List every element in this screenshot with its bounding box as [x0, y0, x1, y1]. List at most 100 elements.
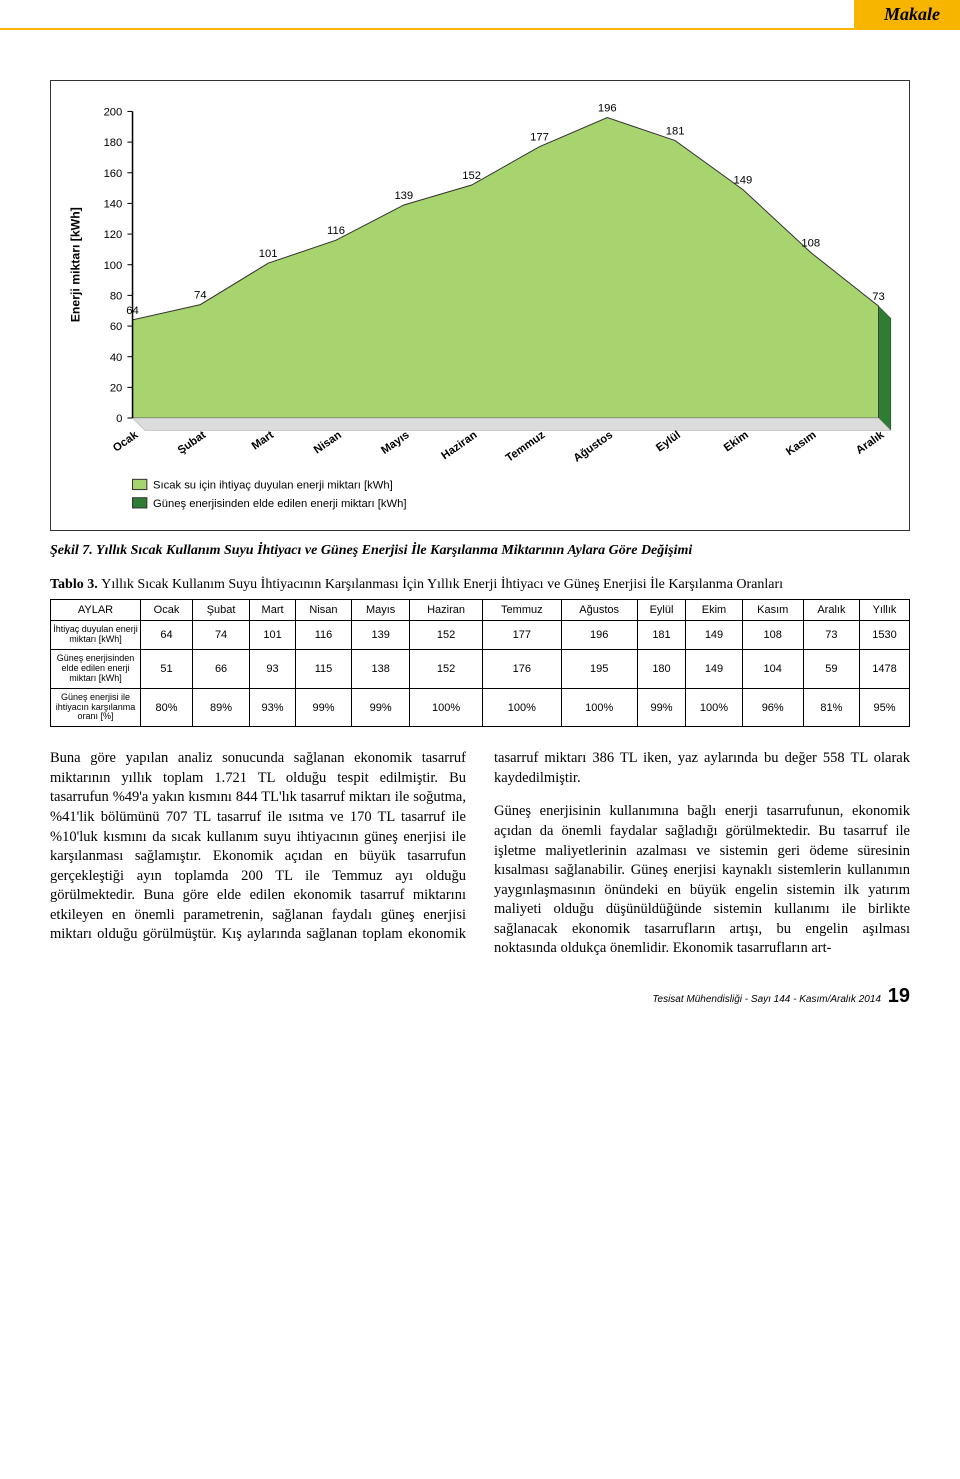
- cell: 116: [295, 621, 351, 650]
- page-number: 19: [888, 985, 910, 1007]
- cell: 100%: [410, 688, 483, 727]
- svg-text:Mayıs: Mayıs: [379, 429, 411, 457]
- svg-text:Sıcak su için ihtiyaç duyulan: Sıcak su için ihtiyaç duyulan enerji mik…: [153, 480, 393, 492]
- table-row: Güneş enerjisinden elde edilen enerji mi…: [51, 650, 910, 689]
- svg-text:100: 100: [104, 260, 123, 272]
- svg-text:80: 80: [110, 290, 123, 302]
- header-rule: [0, 28, 960, 30]
- svg-text:74: 74: [194, 289, 207, 301]
- svg-text:Güneş enerjisinden elde edilen: Güneş enerjisinden elde edilen enerji mi…: [153, 498, 407, 510]
- cell: 180: [637, 650, 686, 689]
- cell: 93: [250, 650, 296, 689]
- svg-text:149: 149: [734, 174, 753, 186]
- svg-text:200: 200: [104, 107, 123, 119]
- cell: 176: [482, 650, 561, 689]
- svg-text:73: 73: [872, 291, 885, 303]
- svg-text:139: 139: [394, 190, 413, 202]
- cell: 93%: [250, 688, 296, 727]
- cell: 152: [410, 650, 483, 689]
- cell: 74: [192, 621, 249, 650]
- svg-text:Temmuz: Temmuz: [504, 429, 548, 465]
- cell: 101: [250, 621, 296, 650]
- cell: 100%: [561, 688, 637, 727]
- cell: 59: [803, 650, 859, 689]
- svg-text:116: 116: [327, 225, 345, 237]
- col-month: Ocak: [141, 600, 193, 621]
- chart-frame: 0 20 40 60 80 100 120 140 160 180 200 64 74 101 116 139…: [50, 80, 910, 531]
- svg-text:196: 196: [598, 102, 617, 114]
- cell: 149: [686, 650, 742, 689]
- cell: 104: [742, 650, 803, 689]
- svg-text:Kasım: Kasım: [784, 429, 819, 458]
- svg-text:181: 181: [666, 125, 685, 137]
- table-title-text: Yıllık Sıcak Kullanım Suyu İhtiyacının K…: [101, 577, 783, 592]
- cell: 177: [482, 621, 561, 650]
- cell: 181: [637, 621, 686, 650]
- cell: 96%: [742, 688, 803, 727]
- col-month: Mart: [250, 600, 296, 621]
- svg-text:Ekim: Ekim: [722, 429, 751, 454]
- figure-caption: Şekil 7. Yıllık Sıcak Kullanım Suyu İhti…: [50, 543, 910, 559]
- cell: 149: [686, 621, 742, 650]
- cell: 152: [410, 621, 483, 650]
- cell: 100%: [686, 688, 742, 727]
- svg-text:Ağustos: Ağustos: [571, 429, 615, 465]
- data-table: AYLAROcakŞubatMartNisanMayısHaziranTemmu…: [50, 599, 910, 727]
- svg-text:Mart: Mart: [250, 429, 277, 453]
- col-month: Eylül: [637, 600, 686, 621]
- svg-text:140: 140: [104, 199, 123, 211]
- table-title-prefix: Tablo 3.: [50, 577, 98, 592]
- row-header: İhtiyaç duyulan enerji miktarı [kWh]: [51, 621, 141, 650]
- header-tab: Makale: [854, 0, 960, 29]
- col-month: Kasım: [742, 600, 803, 621]
- col-month: Ekim: [686, 600, 742, 621]
- cell: 1530: [859, 621, 909, 650]
- cell: 64: [141, 621, 193, 650]
- table-title: Tablo 3. Yıllık Sıcak Kullanım Suyu İhti…: [50, 577, 910, 593]
- cell: 89%: [192, 688, 249, 727]
- cell: 99%: [295, 688, 351, 727]
- svg-text:20: 20: [110, 382, 123, 394]
- paragraph: Güneş enerjisinin kullanımına bağlı ener…: [494, 802, 910, 959]
- cell: 66: [192, 650, 249, 689]
- svg-text:120: 120: [104, 229, 123, 241]
- svg-text:0: 0: [116, 413, 122, 425]
- cell: 100%: [482, 688, 561, 727]
- cell: 81%: [803, 688, 859, 727]
- svg-text:60: 60: [110, 321, 123, 333]
- cell: 99%: [637, 688, 686, 727]
- table-row: İhtiyaç duyulan enerji miktarı [kWh]6474…: [51, 621, 910, 650]
- row-header: Güneş enerjisinden elde edilen enerji mi…: [51, 650, 141, 689]
- cell: 51: [141, 650, 193, 689]
- svg-text:64: 64: [126, 305, 139, 317]
- page-footer: Tesisat Mühendisliği - Sayı 144 - Kasım/…: [50, 985, 910, 1008]
- svg-text:101: 101: [259, 248, 278, 260]
- col-month: Yıllık: [859, 600, 909, 621]
- cell: 138: [352, 650, 410, 689]
- svg-text:Ocak: Ocak: [111, 429, 141, 455]
- cell: 1478: [859, 650, 909, 689]
- svg-text:180: 180: [104, 137, 123, 149]
- svg-text:Eylül: Eylül: [654, 429, 683, 454]
- cell: 95%: [859, 688, 909, 727]
- cell: 73: [803, 621, 859, 650]
- svg-text:40: 40: [110, 352, 123, 364]
- svg-text:Nisan: Nisan: [312, 429, 344, 456]
- table-row: Güneş enerjisi ile ihtiyacın karşılanma …: [51, 688, 910, 727]
- col-aylar: AYLAR: [51, 600, 141, 621]
- cell: 195: [561, 650, 637, 689]
- cell: 80%: [141, 688, 193, 727]
- col-month: Mayıs: [352, 600, 410, 621]
- col-month: Şubat: [192, 600, 249, 621]
- svg-text:Şubat: Şubat: [176, 429, 209, 457]
- footer-text: Tesisat Mühendisliği - Sayı 144 - Kasım/…: [652, 994, 881, 1005]
- row-header: Güneş enerjisi ile ihtiyacın karşılanma …: [51, 688, 141, 727]
- col-month: Temmuz: [482, 600, 561, 621]
- cell: 108: [742, 621, 803, 650]
- cell: 139: [352, 621, 410, 650]
- svg-text:152: 152: [462, 170, 481, 182]
- col-month: Aralık: [803, 600, 859, 621]
- svg-text:Haziran: Haziran: [439, 429, 479, 462]
- svg-text:160: 160: [104, 168, 123, 180]
- svg-text:Aralık: Aralık: [854, 429, 887, 457]
